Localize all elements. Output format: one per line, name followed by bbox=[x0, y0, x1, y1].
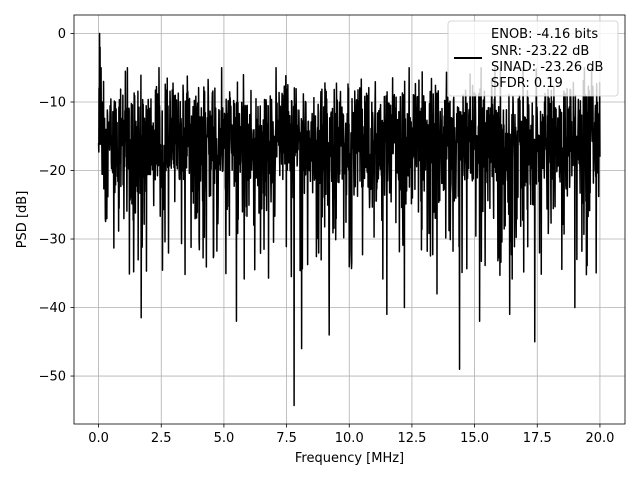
y-tick-label: −40 bbox=[39, 301, 66, 316]
y-tick-label: −50 bbox=[39, 370, 66, 385]
legend: ENOB: -4.16 bits SNR: -23.22 dB SINAD: -… bbox=[447, 20, 619, 97]
axis-ticks: 0.0 2.5 5.0 7.5 10.0 12.5 15.0 17.5 20.0 0 −10 −20 −… bbox=[39, 27, 615, 446]
x-tick-label: 15.0 bbox=[460, 431, 489, 446]
legend-sinad: SINAD: -23.26 dB bbox=[491, 60, 603, 75]
x-axis-label: Frequency [MHz] bbox=[295, 451, 404, 466]
y-axis-label: PSD [dB] bbox=[15, 191, 30, 249]
x-tick-label: 2.5 bbox=[151, 431, 172, 446]
y-tick-label: −30 bbox=[39, 233, 66, 248]
x-tick-label: 0.0 bbox=[88, 431, 109, 446]
x-tick-label: 17.5 bbox=[523, 431, 552, 446]
x-tick-label: 10.0 bbox=[335, 431, 364, 446]
y-tick-label: 0 bbox=[58, 27, 66, 42]
legend-box bbox=[447, 20, 619, 97]
y-tick-label: −20 bbox=[39, 164, 66, 179]
psd-series-line bbox=[97, 32, 601, 407]
x-tick-label: 12.5 bbox=[397, 431, 426, 446]
y-tick-label: −10 bbox=[39, 96, 66, 111]
legend-sfdr: SFDR: 0.19 bbox=[491, 76, 563, 91]
series-layer bbox=[97, 32, 601, 407]
x-tick-label: 20.0 bbox=[585, 431, 614, 446]
legend-enob: ENOB: -4.16 bits bbox=[491, 27, 598, 42]
legend-snr: SNR: -23.22 dB bbox=[491, 44, 589, 59]
x-tick-label: 5.0 bbox=[214, 431, 235, 446]
x-tick-label: 7.5 bbox=[276, 431, 297, 446]
